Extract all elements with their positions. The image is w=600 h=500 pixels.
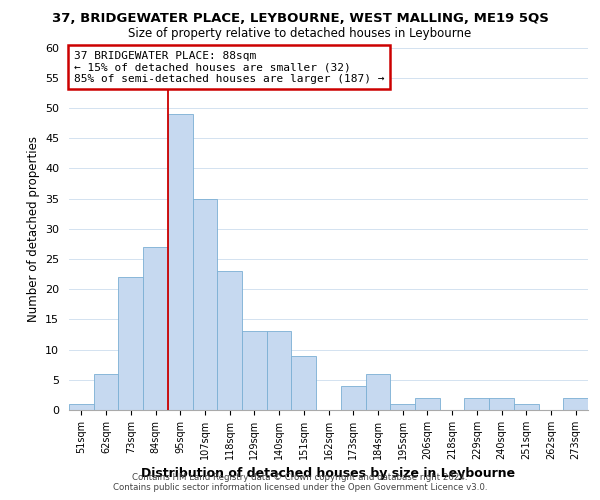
Bar	[217, 271, 242, 410]
Bar	[464, 398, 489, 410]
Text: 37 BRIDGEWATER PLACE: 88sqm
← 15% of detached houses are smaller (32)
85% of sem: 37 BRIDGEWATER PLACE: 88sqm ← 15% of det…	[74, 50, 385, 84]
Bar	[242, 332, 267, 410]
Bar	[168, 114, 193, 410]
Bar	[365, 374, 390, 410]
Text: Contains HM Land Registry data © Crown copyright and database right 2024.
Contai: Contains HM Land Registry data © Crown c…	[113, 473, 487, 492]
Bar	[193, 198, 217, 410]
Bar	[390, 404, 415, 410]
Bar	[415, 398, 440, 410]
Bar	[118, 277, 143, 410]
Bar	[563, 398, 588, 410]
Bar	[69, 404, 94, 410]
X-axis label: Distribution of detached houses by size in Leybourne: Distribution of detached houses by size …	[142, 468, 515, 480]
Bar	[292, 356, 316, 410]
Bar	[341, 386, 365, 410]
Text: 37, BRIDGEWATER PLACE, LEYBOURNE, WEST MALLING, ME19 5QS: 37, BRIDGEWATER PLACE, LEYBOURNE, WEST M…	[52, 12, 548, 26]
Bar	[267, 332, 292, 410]
Bar	[489, 398, 514, 410]
Bar	[514, 404, 539, 410]
Bar	[94, 374, 118, 410]
Bar	[143, 247, 168, 410]
Y-axis label: Number of detached properties: Number of detached properties	[26, 136, 40, 322]
Text: Size of property relative to detached houses in Leybourne: Size of property relative to detached ho…	[128, 28, 472, 40]
